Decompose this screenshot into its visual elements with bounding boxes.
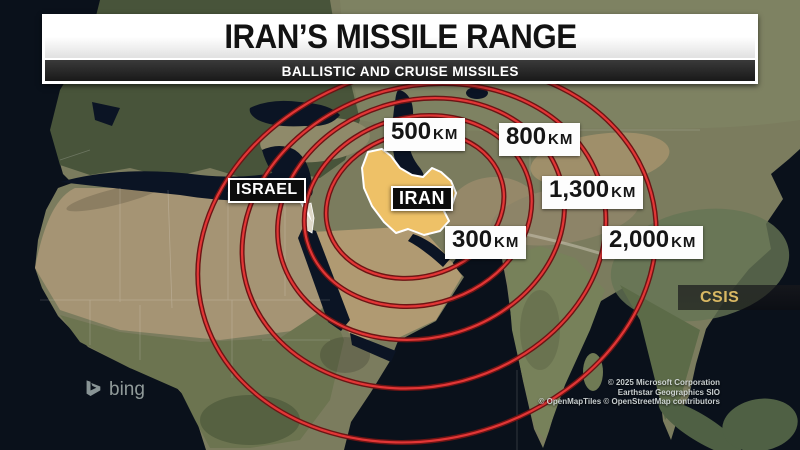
- bing-wordmark: bing: [109, 379, 145, 400]
- range-unit: KM: [611, 184, 637, 201]
- iran-label-text: IRAN: [399, 188, 445, 208]
- source-label: CSIS: [700, 288, 740, 306]
- range-unit: KM: [494, 234, 520, 251]
- range-value: 1,300: [549, 176, 610, 203]
- bing-icon: [86, 380, 101, 397]
- copyright-line: © 2025 Microsoft Corporation: [607, 378, 720, 387]
- range-unit: KM: [548, 131, 574, 148]
- page-title: IRAN’S MISSILE RANGE: [223, 18, 577, 56]
- bing-logo: bing: [82, 379, 145, 401]
- source-badge: CSIS: [678, 285, 800, 310]
- range-value: 800: [506, 123, 547, 150]
- copyright-attribution: © 2025 Microsoft Corporation Earthstar G…: [539, 378, 720, 407]
- israel-label-text: ISRAEL: [236, 181, 298, 198]
- range-unit: KM: [433, 126, 459, 143]
- range-value: 300: [452, 226, 493, 253]
- range-label-500km: 500 KM: [384, 118, 466, 151]
- banner-subtitle-bar: BALLISTIC AND CRUISE MISSILES: [45, 60, 755, 81]
- range-label-1300km: 1,300 KM: [542, 176, 644, 209]
- israel-label: ISRAEL: [228, 178, 306, 203]
- range-value: 500: [391, 118, 432, 145]
- iran-label: IRAN: [391, 186, 453, 211]
- range-label-800km: 800 KM: [499, 123, 581, 156]
- page-subtitle: BALLISTIC AND CRUISE MISSILES: [281, 62, 519, 79]
- banner-title-bar: IRAN’S MISSILE RANGE: [45, 17, 755, 58]
- range-label-300km: 300 KM: [445, 226, 527, 259]
- copyright-line: Earthstar Geographics SIO: [617, 387, 720, 397]
- range-value: 2,000: [609, 226, 670, 253]
- copyright-line: © OpenMapTiles © OpenStreetMap contribut…: [538, 397, 720, 406]
- title-banner: IRAN’S MISSILE RANGE BALLISTIC AND CRUIS…: [42, 14, 758, 84]
- range-label-2000km: 2,000 KM: [602, 226, 704, 259]
- range-unit: KM: [671, 234, 697, 251]
